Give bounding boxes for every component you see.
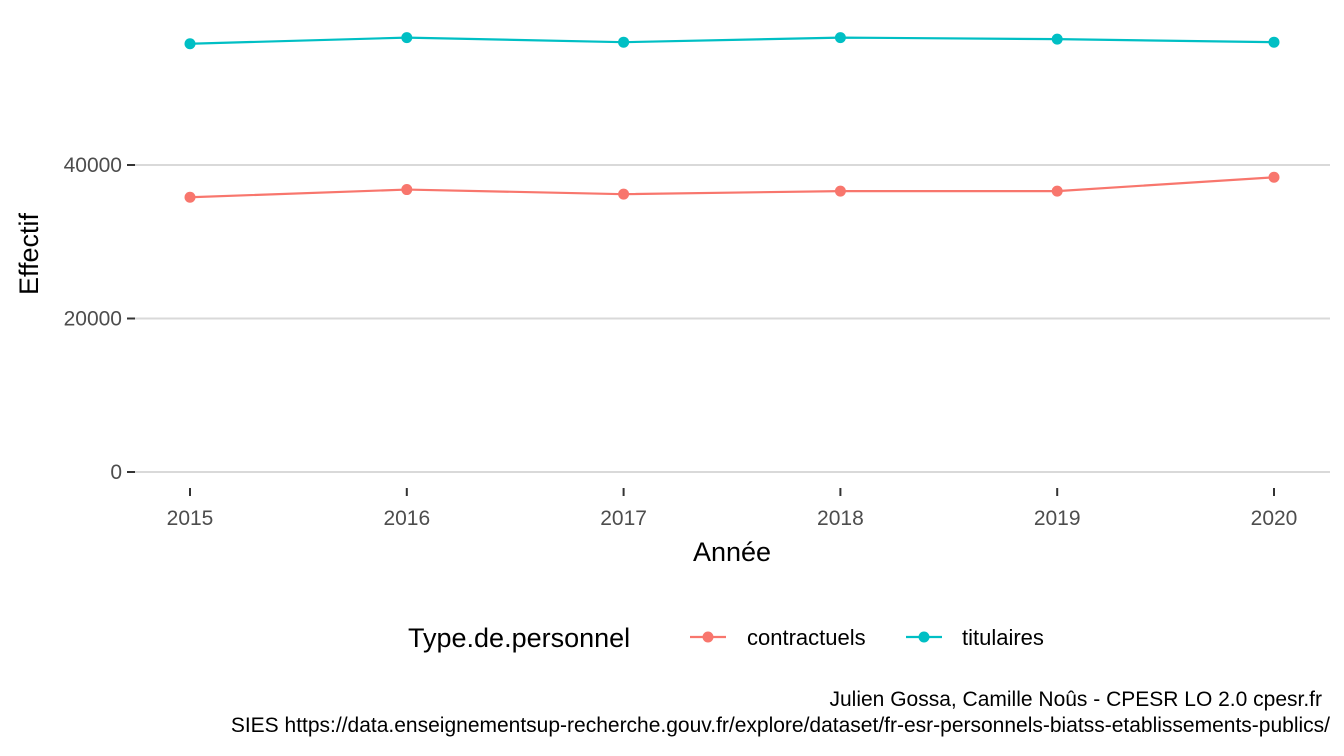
x-tick-label: 2017 bbox=[600, 507, 647, 530]
data-point-contractuels bbox=[618, 188, 630, 200]
data-point-contractuels bbox=[1268, 171, 1280, 183]
data-point-titulaires bbox=[184, 38, 196, 50]
legend-key-point bbox=[918, 631, 930, 643]
data-point-contractuels bbox=[401, 184, 413, 196]
legend-title: Type.de.personnel bbox=[408, 623, 630, 653]
legend-key-point bbox=[702, 631, 714, 643]
legend: Type.de.personnel contractuels titulaires bbox=[408, 623, 1044, 653]
series-lines bbox=[184, 32, 1280, 203]
caption-source: SIES https://data.enseignementsup-recher… bbox=[231, 714, 1330, 737]
x-tick-label: 2019 bbox=[1034, 507, 1081, 530]
data-point-titulaires bbox=[401, 32, 413, 44]
y-tick-label: 20000 bbox=[64, 308, 122, 331]
x-tick-label: 2018 bbox=[817, 507, 864, 530]
y-tick-label: 40000 bbox=[64, 154, 122, 177]
legend-label-titulaires: titulaires bbox=[962, 625, 1044, 650]
data-point-titulaires bbox=[834, 32, 846, 44]
x-tick-label: 2020 bbox=[1251, 507, 1298, 530]
y-axis-title: Effectif bbox=[14, 212, 44, 295]
data-point-contractuels bbox=[1051, 185, 1063, 197]
y-axis: 0 20000 40000 bbox=[64, 154, 135, 484]
data-point-titulaires bbox=[1051, 33, 1063, 45]
caption-credits: Julien Gossa, Camille Noûs - CPESR LO 2.… bbox=[829, 688, 1322, 711]
x-tick-label: 2015 bbox=[167, 507, 214, 530]
data-point-titulaires bbox=[1268, 36, 1280, 48]
x-axis: 2015 2016 2017 2018 2019 2020 bbox=[167, 488, 1298, 530]
data-point-titulaires bbox=[618, 36, 630, 48]
x-axis-title: Année bbox=[693, 537, 771, 567]
series-line-contractuels bbox=[189, 176, 1275, 199]
data-point-contractuels bbox=[834, 185, 846, 197]
legend-items: contractuels titulaires bbox=[690, 625, 1044, 650]
legend-label-contractuels: contractuels bbox=[747, 625, 866, 650]
series-line-titulaires bbox=[189, 36, 1275, 45]
gridlines bbox=[135, 164, 1330, 473]
data-point-contractuels bbox=[184, 191, 196, 203]
y-tick-label: 0 bbox=[110, 461, 122, 484]
x-tick-label: 2016 bbox=[383, 507, 430, 530]
